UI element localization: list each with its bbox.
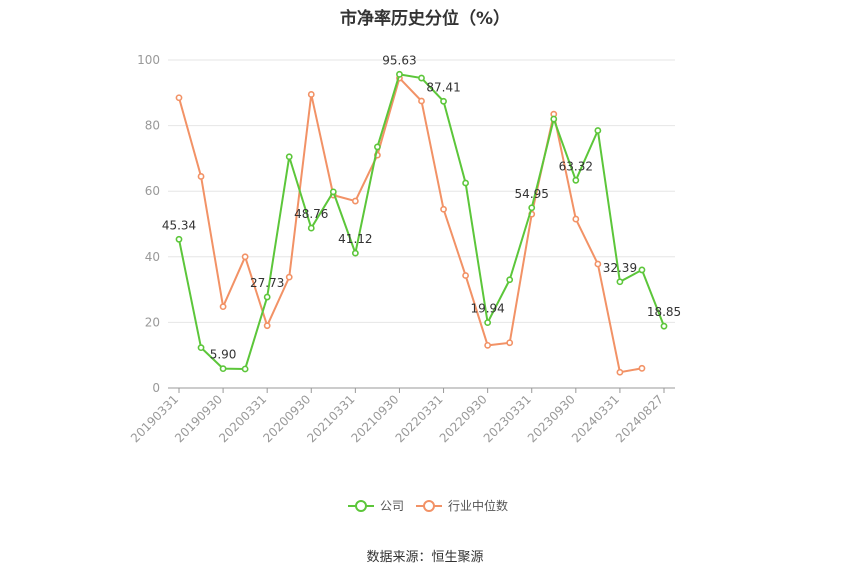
data-point <box>616 368 624 376</box>
data-point <box>396 70 403 78</box>
data-label: 27.73 <box>250 276 284 290</box>
data-label: 5.90 <box>210 348 237 362</box>
data-label: 87.41 <box>426 80 460 94</box>
legend-marker <box>355 500 367 512</box>
y-tick-label: 100 <box>137 53 160 67</box>
data-point <box>219 303 227 311</box>
data-point <box>241 365 249 373</box>
y-tick-label: 60 <box>145 184 160 198</box>
data-point <box>263 293 271 301</box>
data-point <box>285 153 293 161</box>
data-point <box>329 188 337 196</box>
y-tick-label: 20 <box>145 315 160 329</box>
data-point <box>528 204 536 212</box>
data-point <box>307 91 315 98</box>
legend-label: 公司 <box>380 499 404 513</box>
data-point <box>418 97 425 105</box>
data-label: 95.63 <box>382 53 416 67</box>
data-point <box>197 173 205 180</box>
data-point <box>374 143 381 151</box>
data-point <box>506 276 514 284</box>
data-point <box>440 205 447 213</box>
legend: 公司 行业中位数 <box>348 498 508 513</box>
data-label: 32.39 <box>603 261 637 275</box>
legend-label: 行业中位数 <box>448 498 508 513</box>
axes: 0204060801002019033120190930202003312020… <box>128 53 675 445</box>
grid-lines <box>168 59 675 323</box>
data-point <box>197 344 205 352</box>
data-point <box>175 94 183 102</box>
data-point <box>638 364 646 372</box>
data-point <box>660 322 668 330</box>
data-point <box>351 249 359 257</box>
data-point <box>285 273 293 281</box>
data-point <box>462 179 469 187</box>
data-label: 45.34 <box>162 218 196 232</box>
data-labels: 45.34 5.90 27.73 48.76 41.12 95.63 87.41 19.94 5… <box>162 53 681 361</box>
data-point <box>594 127 602 134</box>
data-point <box>616 278 624 286</box>
series-lines <box>175 70 668 376</box>
data-point <box>351 197 359 205</box>
legend-marker <box>423 500 435 512</box>
series-line-industry-median <box>178 76 643 374</box>
data-point <box>241 253 249 261</box>
y-tick-label: 0 <box>152 381 160 395</box>
x-tick-label: 20240827 <box>613 392 666 445</box>
data-point <box>484 341 492 349</box>
data-point <box>550 115 558 123</box>
y-tick-label: 40 <box>145 250 160 264</box>
y-tick-label: 80 <box>145 119 160 133</box>
data-point <box>484 319 492 326</box>
data-label: 18.85 <box>647 305 681 319</box>
data-point <box>219 365 227 373</box>
series-line-company <box>178 73 665 370</box>
chart-title: 市净率历史分位（%） <box>339 9 511 29</box>
data-point <box>594 260 602 268</box>
data-point <box>462 272 469 279</box>
data-point <box>175 235 183 243</box>
data-label: 54.95 <box>515 187 549 201</box>
data-point <box>307 224 315 232</box>
data-point <box>440 97 447 105</box>
data-point <box>572 176 580 184</box>
data-label: 19.94 <box>470 302 504 316</box>
data-point <box>572 215 580 223</box>
data-point <box>418 74 425 82</box>
data-point <box>506 339 514 347</box>
data-point <box>638 266 646 274</box>
data-point <box>263 322 271 330</box>
source-note: 数据来源：恒生聚源 <box>366 550 484 565</box>
data-label: 41.12 <box>338 232 372 246</box>
data-label: 63.32 <box>559 159 593 173</box>
data-label: 48.76 <box>294 207 328 221</box>
